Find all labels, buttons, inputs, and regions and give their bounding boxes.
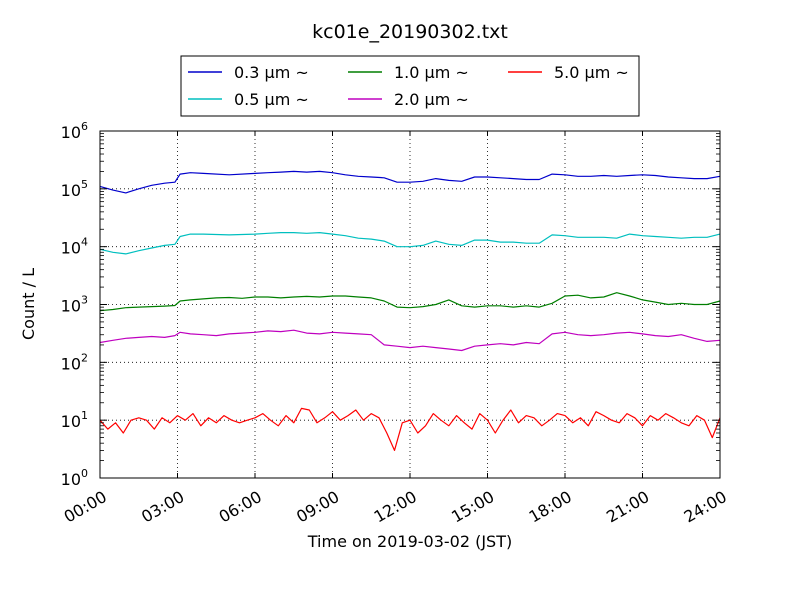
y-tick-label: 105 [61,178,88,200]
legend-label-0: 0.3 μm ~ [234,63,309,82]
series-line-0 [99,170,721,194]
chart-title: kc01e_20190302.txt [312,21,508,43]
grid [100,131,720,478]
series-line-2 [99,292,721,312]
series-line-3 [99,329,721,352]
y-tick-label: 102 [61,351,88,373]
legend-label-2: 1.0 μm ~ [394,63,469,82]
y-axis-label: Count / L [19,268,38,340]
legend-label-3: 2.0 μm ~ [394,90,469,109]
legend-label-4: 5.0 μm ~ [554,63,629,82]
y-tick-label: 101 [61,409,88,431]
y-tick-label: 106 [61,120,88,142]
series-line-4 [99,407,721,451]
series-line-1 [99,232,721,255]
y-tick-label: 100 [61,467,88,489]
legend-box [180,55,640,117]
legend-label-1: 0.5 μm ~ [234,90,309,109]
y-tick-label: 103 [61,294,88,316]
y-axis: 100 101 102 103 104 105 106 [61,120,720,489]
x-axis-label: Time on 2019-03-02 (JST) [307,532,512,551]
y-tick-label: 104 [61,236,88,258]
series-layer [99,170,721,451]
legend: 0.3 μm ~ 0.5 μm ~ 1.0 μm ~ 2.0 μm ~ 5.0 μm ~ [180,55,640,117]
